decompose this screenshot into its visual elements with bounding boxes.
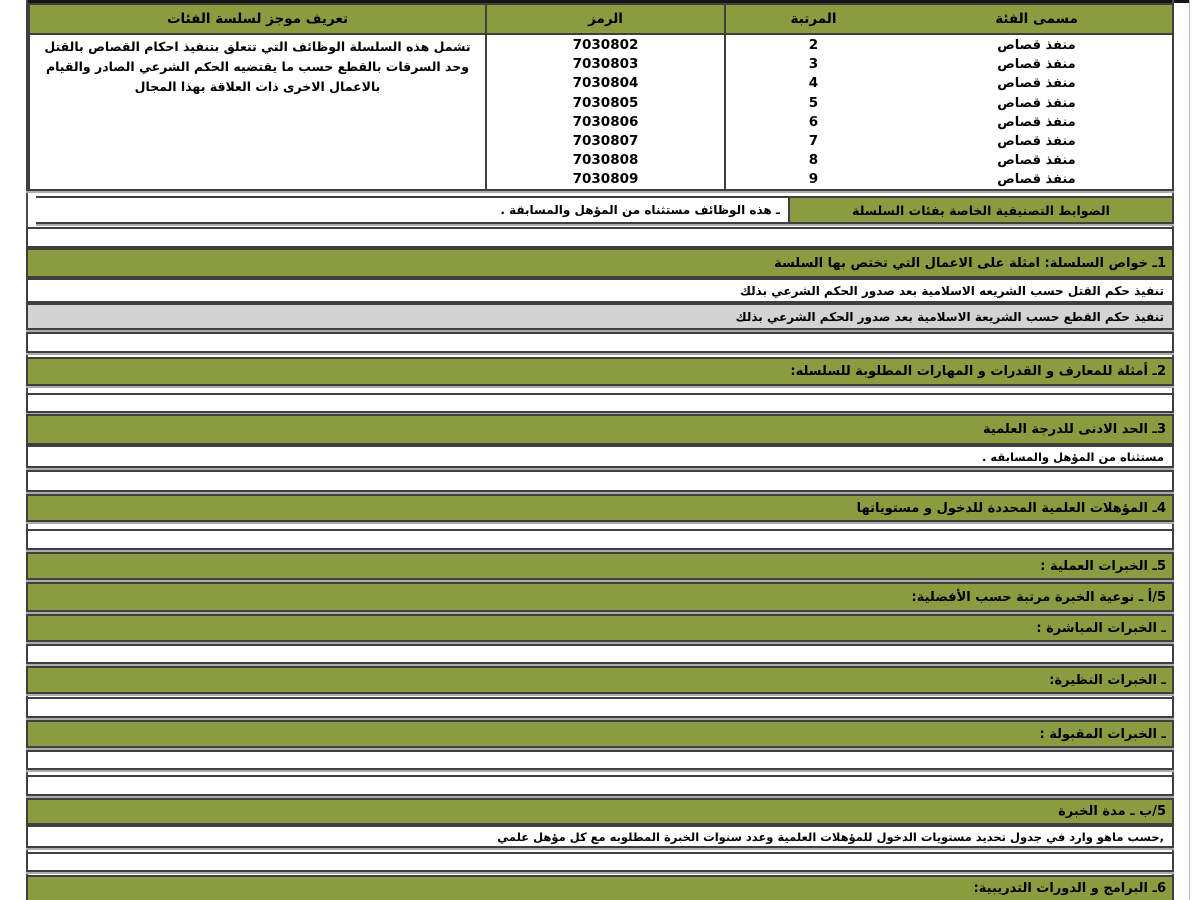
- table-row: 8: [808, 152, 819, 169]
- example-row-1: تنفيذ حكم القتل حسب الشريعه الاسلامية بع…: [26, 278, 1174, 303]
- table-row: 7030807: [572, 133, 639, 150]
- table-row: منفذ قصاص: [997, 153, 1076, 169]
- peer-experience-header: ـ الخبرات النظيرة:: [26, 666, 1174, 694]
- classification-controls-label: الضوابط التصنيفية الخاصة بفئات السلسلة: [788, 198, 1172, 222]
- accepted-experience-header: ـ الخبرات المقبولة :: [26, 720, 1174, 748]
- empty-row: [26, 750, 1174, 770]
- table-row: 7030805: [572, 94, 639, 111]
- table-row: 5: [808, 94, 819, 111]
- table-row: منفذ قصاص: [997, 76, 1076, 92]
- empty-row: [26, 227, 1174, 248]
- table-row: منفذ قصاص: [997, 114, 1076, 130]
- table-row: 7030806: [572, 113, 639, 130]
- section-5a-header: 5/أ ـ نوعية الخبرة مرتبة حسب الأفضلية:: [26, 582, 1174, 612]
- table-row: 7030808: [572, 152, 639, 169]
- table-row: 7030809: [572, 171, 639, 188]
- classification-controls-row: الضوابط التصنيفية الخاصة بفئات السلسلة ـ…: [34, 196, 1174, 224]
- section-5b-value-row: ,حسب ماهو وارد في جدول تحديد مستويات الد…: [26, 825, 1174, 848]
- section-3-value-row: مستثناه من المؤهل والمسابقه .: [26, 445, 1174, 468]
- table-row: 2: [808, 37, 819, 53]
- section-2-header: 2ـ أمثلة للمعارف و القدرات و المهارات ال…: [26, 357, 1174, 386]
- table-body: منفذ قصاص منفذ قصاص منفذ قصاص منفذ قصاص …: [28, 35, 1172, 191]
- header-category-name: مسمى الفئة: [995, 11, 1078, 27]
- table-row: 7030803: [572, 56, 639, 73]
- empty-row: [26, 393, 1174, 413]
- empty-row: [26, 529, 1174, 550]
- table-row: 7030802: [572, 37, 639, 53]
- empty-row: [26, 644, 1174, 664]
- series-table: مسمى الفئة المرتبة الرمز تعريف موجز لسلس…: [26, 3, 1174, 191]
- series-definition: تشمل هذه السلسلة الوظائف التي تتعلق بتنف…: [28, 35, 485, 191]
- empty-row: [26, 775, 1174, 796]
- table-row: منفذ قصاص: [997, 57, 1076, 73]
- table-row: 9: [808, 171, 819, 188]
- rank-column: 2 3 4 5 6 7 8 9: [724, 35, 901, 191]
- table-row: 4: [808, 75, 819, 92]
- section-6-header: 6ـ البرامج و الدورات التدريبية:: [26, 875, 1174, 900]
- section-5-header: 5ـ الخبرات العملية :: [26, 552, 1174, 580]
- section-3-header: 3ـ الحد الادنى للدرجة العلمية: [26, 414, 1174, 445]
- page-margin-line: [1189, 0, 1190, 900]
- category-column: منفذ قصاص منفذ قصاص منفذ قصاص منفذ قصاص …: [901, 35, 1172, 191]
- section-5b-header: 5/ب ـ مدة الخبرة: [26, 798, 1174, 825]
- section-1-header: 1ـ خواص السلسلة: امثلة على الاعمال التي …: [26, 248, 1174, 278]
- table-row: منفذ قصاص: [997, 95, 1076, 111]
- header-definition: تعريف موجز لسلسة الفئات: [28, 5, 485, 33]
- empty-row: [26, 332, 1174, 353]
- example-row-2: تنفيذ حكم القطع حسب الشريعة الاسلامية بع…: [26, 303, 1174, 330]
- page-top-border: [26, 0, 1190, 3]
- empty-row: [26, 697, 1174, 718]
- direct-experience-header: ـ الخبرات المباشرة :: [26, 614, 1174, 642]
- empty-row: [26, 852, 1174, 872]
- table-row: 7: [808, 133, 819, 150]
- code-column: 7030802 7030803 7030804 7030805 7030806 …: [485, 35, 724, 191]
- table-row: منفذ قصاص: [997, 134, 1076, 150]
- empty-row: [26, 470, 1174, 492]
- table-row: 7030804: [572, 75, 639, 92]
- header-code: الرمز: [485, 5, 724, 33]
- table-row: منفذ قصاص: [997, 38, 1076, 53]
- table-row: منفذ قصاص: [997, 172, 1076, 188]
- table-row: 6: [808, 113, 819, 130]
- table-header-row: مسمى الفئة المرتبة الرمز تعريف موجز لسلس…: [28, 5, 1172, 35]
- table-row: 3: [808, 56, 819, 73]
- section-4-header: 4ـ المؤهلات العلمية المحددة للدخول و مست…: [26, 494, 1174, 522]
- header-rank: المرتبة: [724, 5, 901, 33]
- classification-controls-value: ـ هذه الوظائف مستثناه من المؤهل والمسابق…: [34, 198, 788, 222]
